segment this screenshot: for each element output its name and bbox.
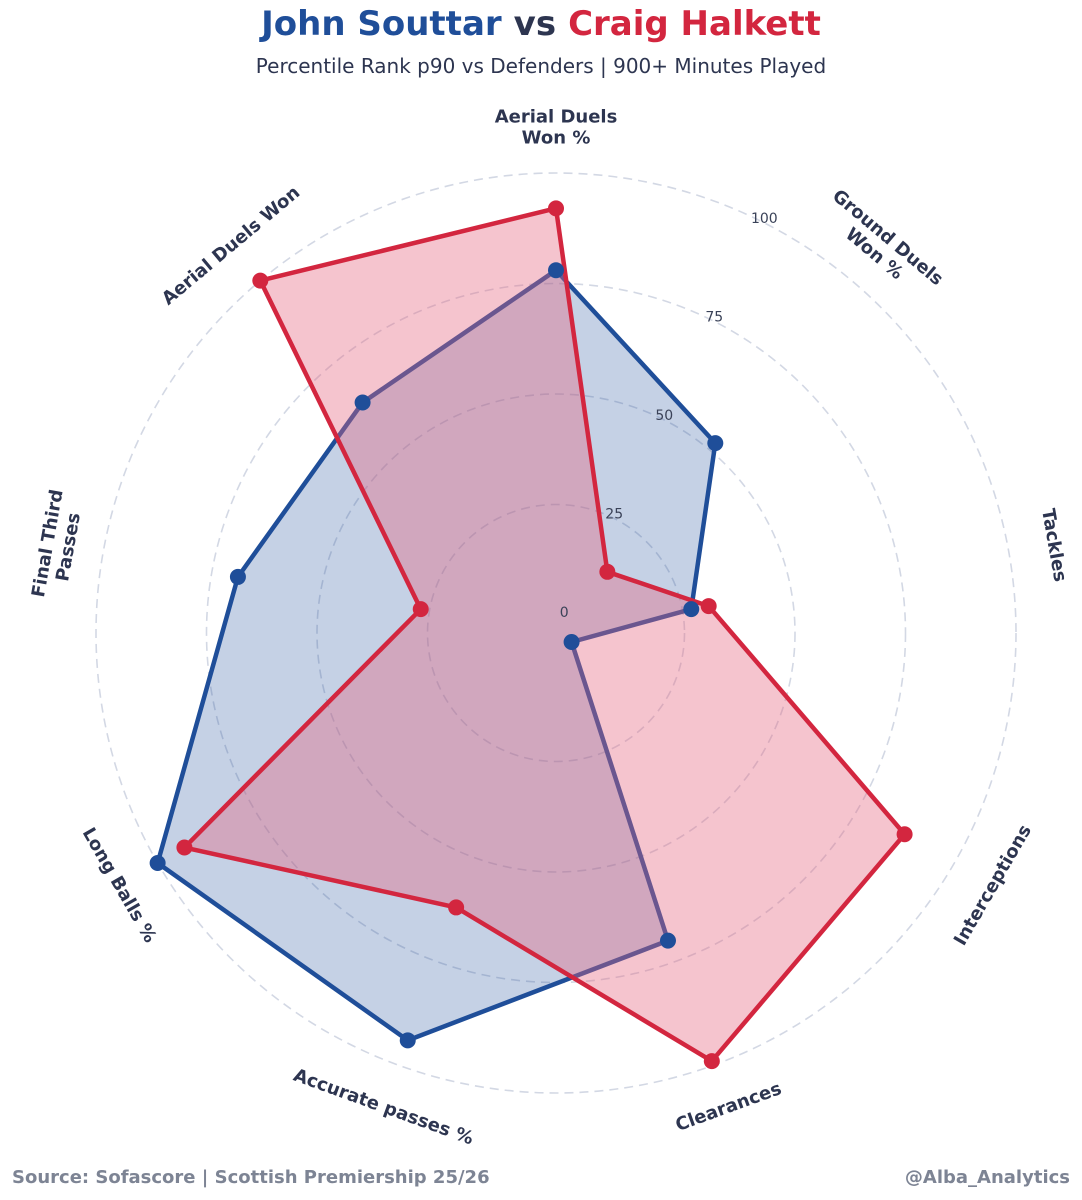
svg-text:Won %: Won % xyxy=(522,128,591,149)
tick-label-100: 100 xyxy=(751,211,778,227)
series-area-1 xyxy=(182,206,907,1064)
svg-text:Aerial Duels: Aerial Duels xyxy=(495,107,618,128)
svg-text:Accurate passes %: Accurate passes % xyxy=(291,1065,477,1150)
series-0-point-2 xyxy=(683,601,700,618)
radar-grid xyxy=(95,172,1017,1094)
tick-label-50: 50 xyxy=(655,408,673,424)
series-1-point-0 xyxy=(548,200,564,217)
category-label-2: Tackles xyxy=(1037,507,1071,583)
series-1-point-1 xyxy=(599,563,616,580)
category-label-4: Clearances xyxy=(673,1078,785,1136)
svg-text:Clearances: Clearances xyxy=(673,1078,785,1136)
series-0-point-5 xyxy=(399,1032,416,1049)
series-0-point-6 xyxy=(149,855,166,871)
grid-ring-100 xyxy=(95,172,1017,1094)
series-1-point-2 xyxy=(700,598,717,615)
series-0-point-7 xyxy=(229,568,246,585)
svg-text:Tackles: Tackles xyxy=(1037,507,1071,583)
chart-title: John Souttar vs Craig Halkett xyxy=(0,4,1082,44)
tick-label-0: 0 xyxy=(560,605,569,621)
category-label-5: Accurate passes % xyxy=(291,1065,477,1150)
svg-text:Interceptions: Interceptions xyxy=(950,821,1036,949)
tick-label-25: 25 xyxy=(605,506,623,522)
series-1-point-3 xyxy=(896,826,913,843)
series-1-point-5 xyxy=(448,899,465,916)
radar-series xyxy=(149,200,913,1070)
series-1-point-7 xyxy=(412,601,429,618)
series-0-point-4 xyxy=(659,932,676,949)
category-label-6: Long Balls % xyxy=(78,824,161,946)
grid-ring-25 xyxy=(426,503,686,763)
tick-label-75: 75 xyxy=(705,309,723,325)
series-0-point-8 xyxy=(354,394,371,411)
series-0-point-0 xyxy=(548,262,564,279)
series-0-point-1 xyxy=(707,435,724,452)
series-0-point-3 xyxy=(563,634,580,650)
author-handle: @Alba_Analytics xyxy=(904,1167,1070,1188)
radar-tick-labels: 0 25 50 75 100 xyxy=(560,211,778,621)
chart-subtitle: Percentile Rank p90 vs Defenders | 900+ … xyxy=(255,54,827,78)
series-1-point-8 xyxy=(252,272,269,289)
category-label-3: Interceptions xyxy=(950,821,1036,949)
series-1-point-4 xyxy=(703,1053,720,1070)
player2-name: Craig Halkett xyxy=(568,4,821,44)
series-area-0 xyxy=(155,267,718,1043)
vs-label: vs xyxy=(513,4,557,44)
series-1-point-6 xyxy=(176,839,193,856)
grid-ring-50 xyxy=(316,393,796,873)
svg-text:Long Balls %: Long Balls % xyxy=(78,824,161,946)
player1-name: John Souttar xyxy=(261,4,502,44)
source-note: Source: Sofascore | Scottish Premiership… xyxy=(12,1167,490,1188)
